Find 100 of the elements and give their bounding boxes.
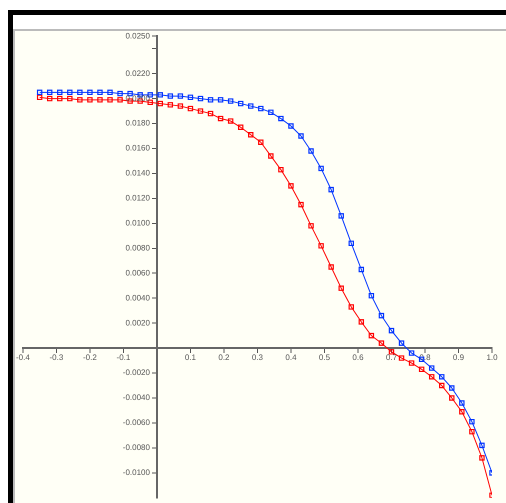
point xyxy=(439,382,444,388)
point xyxy=(298,202,304,208)
point xyxy=(469,418,475,424)
point xyxy=(208,110,214,116)
y-tick-label: 0.0160 xyxy=(125,144,150,153)
point xyxy=(57,96,62,102)
point xyxy=(97,97,103,103)
point xyxy=(57,90,62,96)
point xyxy=(418,366,424,372)
point xyxy=(158,92,163,98)
x-tick-label: 0.2 xyxy=(218,353,230,362)
point xyxy=(67,90,73,96)
y-tick-label: 0.0040 xyxy=(125,293,150,302)
point xyxy=(77,90,83,96)
point xyxy=(278,116,284,122)
point xyxy=(117,90,123,96)
point xyxy=(268,110,274,116)
y-tick-label: 0.0180 xyxy=(125,118,150,128)
x-tick-label: 0.5 xyxy=(318,353,331,362)
point xyxy=(107,90,113,96)
point xyxy=(188,106,194,112)
point xyxy=(368,332,374,338)
point xyxy=(168,93,174,99)
point xyxy=(459,400,465,406)
point xyxy=(328,186,334,192)
x-tick-label: 0.4 xyxy=(285,353,298,362)
x-tick-label: 0.7 xyxy=(386,353,398,362)
y-tick-label: 0.0250 xyxy=(125,31,150,40)
point xyxy=(318,166,324,172)
point xyxy=(338,213,344,219)
point xyxy=(107,97,113,103)
x-tick-label: -0.4 xyxy=(16,353,30,362)
point xyxy=(338,285,344,291)
point xyxy=(117,97,123,103)
x-tick-label: 1.0 xyxy=(486,353,498,362)
point xyxy=(228,118,234,124)
point xyxy=(398,355,404,361)
point xyxy=(228,98,234,104)
y-tick-label: -0.0060 xyxy=(122,418,150,428)
point xyxy=(479,455,485,461)
y-tick-label: 0.0140 xyxy=(125,168,150,178)
point xyxy=(308,223,314,229)
point xyxy=(178,93,184,99)
point xyxy=(178,103,184,109)
y-tick-label: 0.0060 xyxy=(125,268,150,278)
y-tick-label: -0.0020 xyxy=(122,368,150,378)
point xyxy=(46,90,52,96)
point xyxy=(208,97,214,103)
point xyxy=(378,340,384,346)
x-tick-label: 0.9 xyxy=(452,353,465,362)
point xyxy=(318,243,324,249)
y-tick-label: 0.0080 xyxy=(125,243,150,252)
point xyxy=(87,97,93,103)
point xyxy=(439,374,444,380)
y-tick-label: 0.0220 xyxy=(125,68,150,78)
point xyxy=(358,319,364,325)
point xyxy=(378,312,384,318)
point xyxy=(288,123,294,129)
point xyxy=(198,96,204,102)
y-tick-label: 0.0120 xyxy=(125,194,150,203)
point xyxy=(238,100,244,106)
point xyxy=(368,292,374,298)
point xyxy=(358,266,364,272)
point xyxy=(278,166,284,172)
point xyxy=(459,408,465,414)
x-tick-label: 0.6 xyxy=(352,353,364,362)
point xyxy=(36,90,42,96)
point xyxy=(238,124,244,130)
point xyxy=(218,116,224,122)
x-tick-label: -0.1 xyxy=(116,353,131,362)
point xyxy=(428,365,434,371)
y-tick-label: 0.0100 xyxy=(125,218,150,228)
point xyxy=(328,264,334,270)
point xyxy=(46,96,52,102)
point xyxy=(248,132,254,138)
x-tick-label: 0.3 xyxy=(252,353,264,362)
point xyxy=(469,428,475,434)
y-tick-label: -0.0100 xyxy=(122,468,150,478)
y-tick-label: -0.0080 xyxy=(122,443,150,452)
y-tick-label: 0.0020 xyxy=(125,318,150,328)
point xyxy=(97,90,103,96)
point xyxy=(198,108,204,114)
x-tick-label: -0.3 xyxy=(50,353,64,362)
point xyxy=(449,395,455,401)
point xyxy=(408,360,414,366)
y-tick-label: -0.0040 xyxy=(122,393,150,402)
x-tick-label: -0.2 xyxy=(83,353,98,362)
point xyxy=(158,100,163,106)
point xyxy=(428,374,434,380)
point xyxy=(258,106,264,112)
point xyxy=(479,442,485,448)
point xyxy=(258,140,264,145)
point xyxy=(77,97,83,103)
point xyxy=(408,350,414,356)
point xyxy=(308,148,314,154)
point xyxy=(298,133,304,139)
point xyxy=(288,183,294,189)
point xyxy=(449,385,455,391)
point xyxy=(67,96,73,102)
point xyxy=(398,340,404,346)
